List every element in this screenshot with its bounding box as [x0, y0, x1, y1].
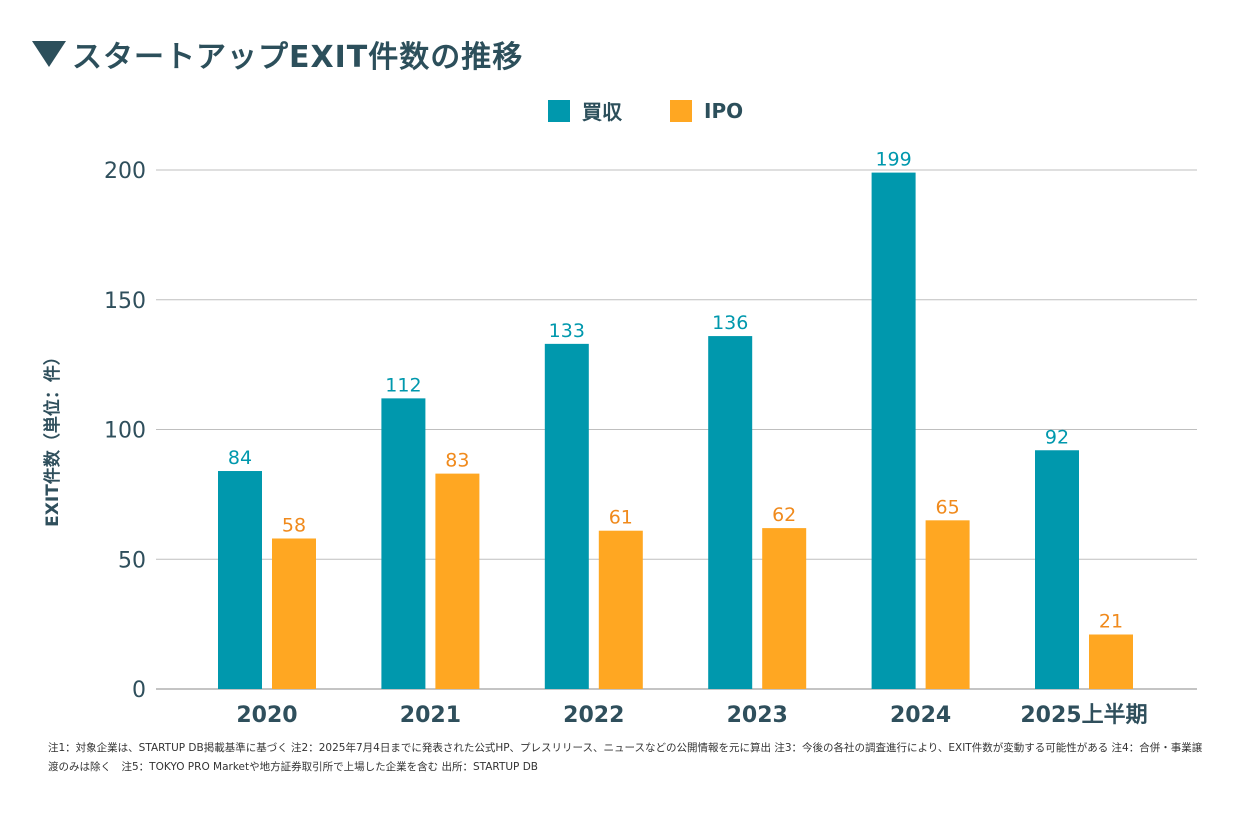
- data-label-ipo: 62: [772, 504, 796, 526]
- legend-label-acquisition: 買収: [582, 100, 622, 124]
- data-label-acquisition: 199: [875, 149, 911, 171]
- bar-acquisition: [218, 471, 262, 689]
- x-tick-label: 2025上半期: [1020, 703, 1147, 728]
- bar-acquisition: [544, 343, 589, 689]
- y-axis-label: EXIT件数（単位：件）: [42, 348, 63, 527]
- bar-ipo: [762, 528, 807, 689]
- data-label-acquisition: 133: [549, 320, 585, 342]
- bar-ipo: [272, 538, 316, 689]
- legend-swatch-acquisition: [548, 99, 570, 122]
- y-tick-label: 50: [118, 548, 146, 573]
- legend-label-ipo: IPO: [704, 98, 744, 123]
- bar-ipo: [598, 530, 643, 689]
- data-label-acquisition: 136: [712, 312, 748, 334]
- data-label-ipo: 83: [445, 450, 469, 472]
- x-tick-label: 2023: [727, 703, 788, 728]
- y-tick-label: 150: [104, 289, 146, 314]
- legend-swatch-ipo: [670, 99, 692, 122]
- page-title-text: スタートアップEXIT件数の推移: [72, 40, 524, 75]
- legend-item-acquisition: 買収: [548, 96, 622, 125]
- bar-chart: 0 50 100 150 200 EXIT件数（単位：件） 84 58 2020 112 83 202…: [42, 149, 1197, 728]
- bar-ipo: [1089, 634, 1133, 689]
- data-label-ipo: 21: [1099, 611, 1123, 633]
- x-tick-label: 2021: [400, 703, 461, 728]
- x-tick-label: 2024: [890, 703, 951, 728]
- footnote: 注1：対象企業は、STARTUP DB掲載基準に基づく 注2：2025年7月4日…: [48, 742, 1203, 773]
- y-tick-label: 0: [132, 678, 146, 703]
- chart-legend: 買収 IPO: [548, 96, 791, 125]
- bar-acquisition: [708, 336, 753, 689]
- bar-acquisition: [1035, 450, 1079, 689]
- legend-item-ipo: IPO: [670, 99, 743, 123]
- x-tick-label: 2020: [236, 703, 297, 728]
- data-label-ipo: 58: [282, 514, 306, 536]
- x-tick-label: 2022: [563, 703, 624, 728]
- bar-acquisition: [381, 398, 426, 689]
- y-tick-label: 100: [104, 419, 146, 444]
- bar-acquisition: [871, 172, 916, 690]
- data-label-acquisition: 84: [228, 447, 252, 469]
- bar-ipo: [435, 473, 480, 689]
- data-label-acquisition: 92: [1045, 426, 1069, 448]
- bar-ipo: [925, 520, 970, 689]
- y-tick-label: 200: [104, 159, 146, 184]
- page-title: スタートアップEXIT件数の推移: [32, 34, 524, 75]
- data-label-ipo: 65: [936, 496, 960, 518]
- data-label-acquisition: 112: [385, 374, 421, 396]
- data-label-ipo: 61: [609, 507, 633, 529]
- triangle-down-icon: [32, 41, 66, 67]
